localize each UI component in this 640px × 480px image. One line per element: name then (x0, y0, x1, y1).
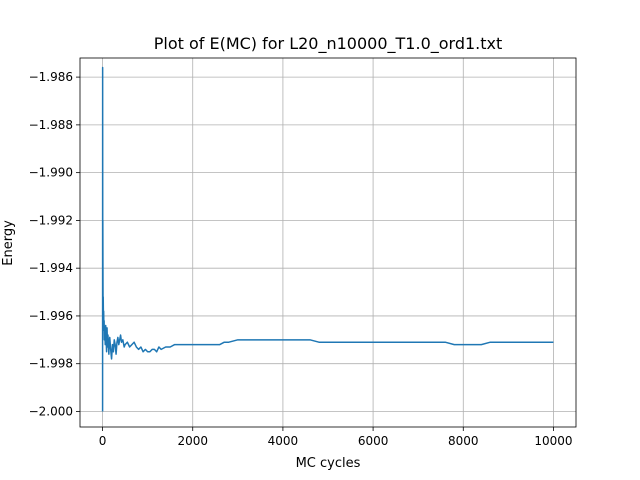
plot-frame (79, 57, 577, 428)
y-tick-label: −1.998 (29, 357, 73, 371)
grid (80, 58, 576, 427)
y-tick-label: −2.000 (29, 404, 73, 418)
x-tick-label: 0 (99, 434, 107, 448)
x-axis-label: MC cycles (296, 456, 361, 471)
x-tick-label: 8000 (448, 434, 479, 448)
y-tick-label: −1.986 (29, 70, 73, 84)
axis-ticks: 0 2000 4000 6000 8000 10000 −2.000 −1.998 −1.996… (29, 70, 573, 448)
y-tick-label: −1.990 (29, 166, 73, 180)
energy-series-line (101, 66, 554, 412)
chart-title: Plot of E(MC) for L20_n10000_T1.0_ord1.t… (154, 34, 503, 54)
x-tick-label: 10000 (534, 434, 572, 448)
x-tick-label: 6000 (358, 434, 389, 448)
y-tick-label: −1.992 (29, 213, 73, 227)
y-axis-label: Energy (1, 220, 16, 266)
y-tick-label: −1.994 (29, 261, 73, 275)
y-tick-label: −1.988 (29, 118, 73, 132)
series-layer (101, 66, 554, 412)
x-tick-label: 2000 (177, 434, 208, 448)
y-tick-label: −1.996 (29, 309, 73, 323)
x-tick-label: 4000 (268, 434, 299, 448)
